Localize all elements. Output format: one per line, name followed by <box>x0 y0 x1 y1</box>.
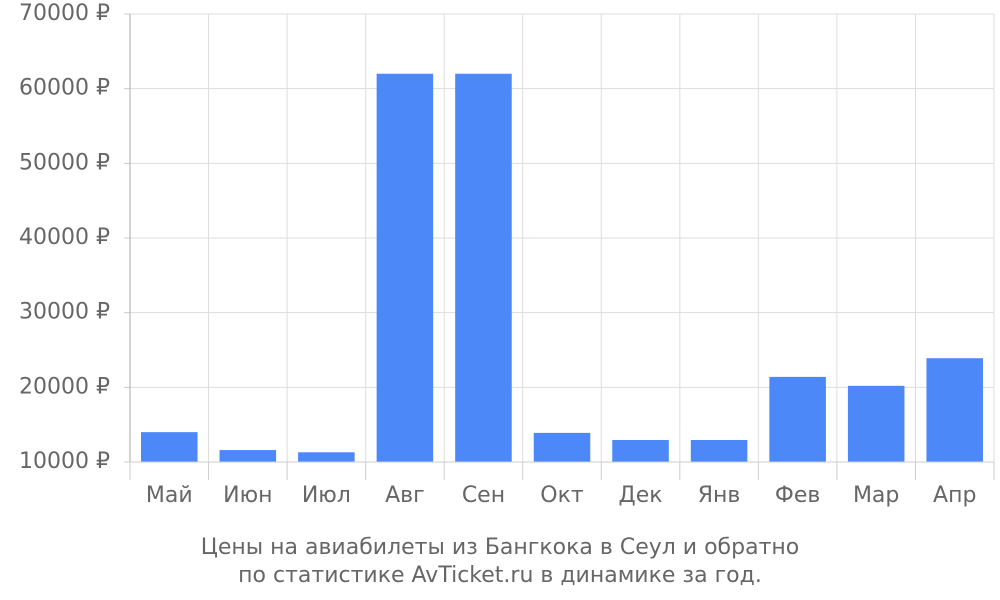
x-tick-label: Фев <box>775 483 820 508</box>
bar <box>376 73 434 462</box>
bar <box>612 439 669 462</box>
x-tick-label: Окт <box>540 483 584 508</box>
y-tick-label: 50000 ₽ <box>19 150 110 175</box>
x-tick-label: Мар <box>853 483 899 508</box>
x-tick-label: Июн <box>223 483 272 508</box>
x-tick-label: Дек <box>619 483 663 508</box>
bar <box>769 376 826 462</box>
bar <box>455 73 512 462</box>
bar <box>690 439 748 462</box>
x-tick-label: Янв <box>698 483 741 508</box>
bar <box>140 432 198 462</box>
y-tick-label: 20000 ₽ <box>19 374 110 399</box>
y-tick-label: 70000 ₽ <box>19 1 110 26</box>
x-tick-label: Май <box>146 483 193 508</box>
bar <box>926 358 984 462</box>
x-tick-label: Апр <box>933 483 976 508</box>
bar <box>298 452 355 462</box>
bar <box>533 432 591 462</box>
y-tick-label: 60000 ₽ <box>19 76 110 101</box>
y-tick-label: 10000 ₽ <box>19 449 110 474</box>
chart-subtitle: по статистике AvTicket.ru в динамике за … <box>238 563 762 588</box>
bar <box>219 450 277 462</box>
chart-title: Цены на авиабилеты из Бангкока в Сеул и … <box>201 535 799 560</box>
bar <box>847 385 905 462</box>
y-tick-label: 40000 ₽ <box>19 225 110 250</box>
x-tick-label: Сен <box>462 483 505 508</box>
x-tick-label: Авг <box>385 483 425 508</box>
x-tick-label: Июл <box>302 483 351 508</box>
y-tick-label: 30000 ₽ <box>19 300 110 325</box>
